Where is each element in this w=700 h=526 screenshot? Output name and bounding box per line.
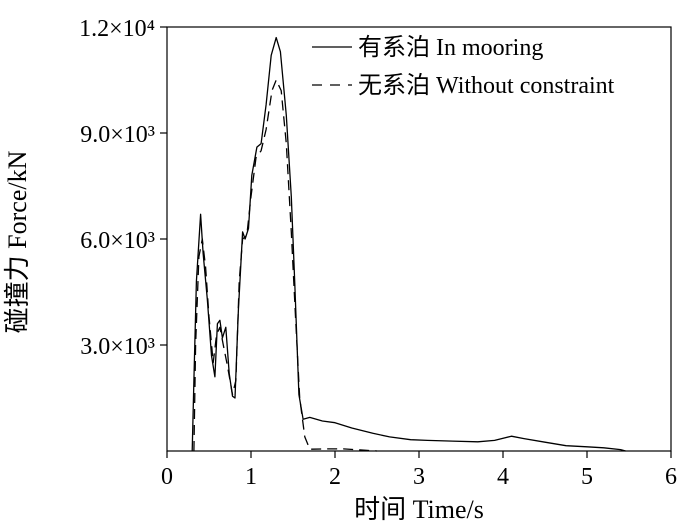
legend-label: 有系泊 In mooring [358,34,543,61]
x-tick-label: 5 [581,464,593,490]
x-tick-label: 1 [245,464,257,490]
legend: 有系泊 In mooring 无系泊 Without constraint [312,34,615,99]
x-tick-label: 6 [665,464,677,490]
x-tick-label: 2 [329,464,341,490]
legend-label: 无系泊 Without constraint [358,72,615,99]
x-tick-label: 0 [161,464,173,490]
y-tick-label: 1.2×10⁴ [79,16,155,42]
x-axis-label: 时间 Time/s [354,495,484,524]
x-tick-label: 4 [497,464,509,490]
series-line-without-constraint [193,79,378,452]
y-tick-label: 6.0×10³ [80,228,155,254]
series-line-in-mooring [191,36,626,452]
axis-ticks: 0 1 2 3 4 5 6 3.0×10³ 6.0×10³ 9.0×10³ 1.2×10⁴ [79,16,677,490]
y-tick-label: 3.0×10³ [80,334,155,360]
y-axis-label: 碰撞力 Force/kN [3,150,32,333]
x-tick-label: 3 [413,464,425,490]
y-tick-label: 9.0×10³ [80,122,155,148]
series-layer [191,36,626,452]
